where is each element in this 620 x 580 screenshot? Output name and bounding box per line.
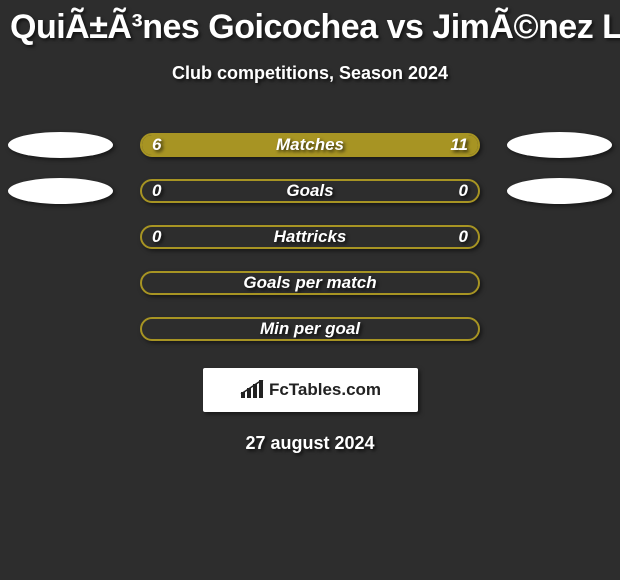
stat-label: Goals: [142, 181, 478, 201]
logo-box: FcTables.com: [203, 368, 418, 412]
stat-bar: 0 0Hattricks: [140, 225, 480, 249]
stat-rows: 611Matches00Goals00HattricksGoals per ma…: [0, 122, 620, 352]
stat-value-b: 0: [459, 227, 468, 247]
player-a-ellipse: [8, 132, 113, 158]
stat-bar: 611Matches: [140, 133, 480, 157]
stat-row: 0 0Hattricks: [0, 214, 620, 260]
stat-label: Goals per match: [142, 273, 478, 293]
stat-label: Hattricks: [142, 227, 478, 247]
comparison-infographic: QuiÃ±Ã³nes Goicochea vs JimÃ©nez LÃ³pez …: [0, 0, 620, 580]
stat-fill-b: [260, 135, 478, 155]
stat-label: Min per goal: [142, 319, 478, 339]
page-subtitle: Club competitions, Season 2024: [0, 63, 620, 84]
stat-bar: 0 0Goals: [140, 179, 480, 203]
player-a-ellipse: [8, 178, 113, 204]
player-b-ellipse: [507, 132, 612, 158]
stat-row: Goals per match: [0, 260, 620, 306]
stat-value-b: 0: [459, 181, 468, 201]
logo-text: FcTables.com: [269, 380, 381, 400]
stat-bar: Goals per match: [140, 271, 480, 295]
page-title: QuiÃ±Ã³nes Goicochea vs JimÃ©nez LÃ³pez: [0, 0, 620, 47]
stat-bar: Min per goal: [140, 317, 480, 341]
player-b-ellipse: [507, 178, 612, 204]
bar-chart-icon: [239, 380, 265, 400]
stat-row: Min per goal: [0, 306, 620, 352]
stat-row: 0 0Goals: [0, 168, 620, 214]
stat-value-a: 0: [152, 181, 161, 201]
stat-value-b: 11: [450, 135, 468, 155]
stat-row: 611Matches: [0, 122, 620, 168]
stat-value-a: 6: [152, 135, 161, 155]
date-line: 27 august 2024: [0, 433, 620, 454]
stat-value-a: 0: [152, 227, 161, 247]
